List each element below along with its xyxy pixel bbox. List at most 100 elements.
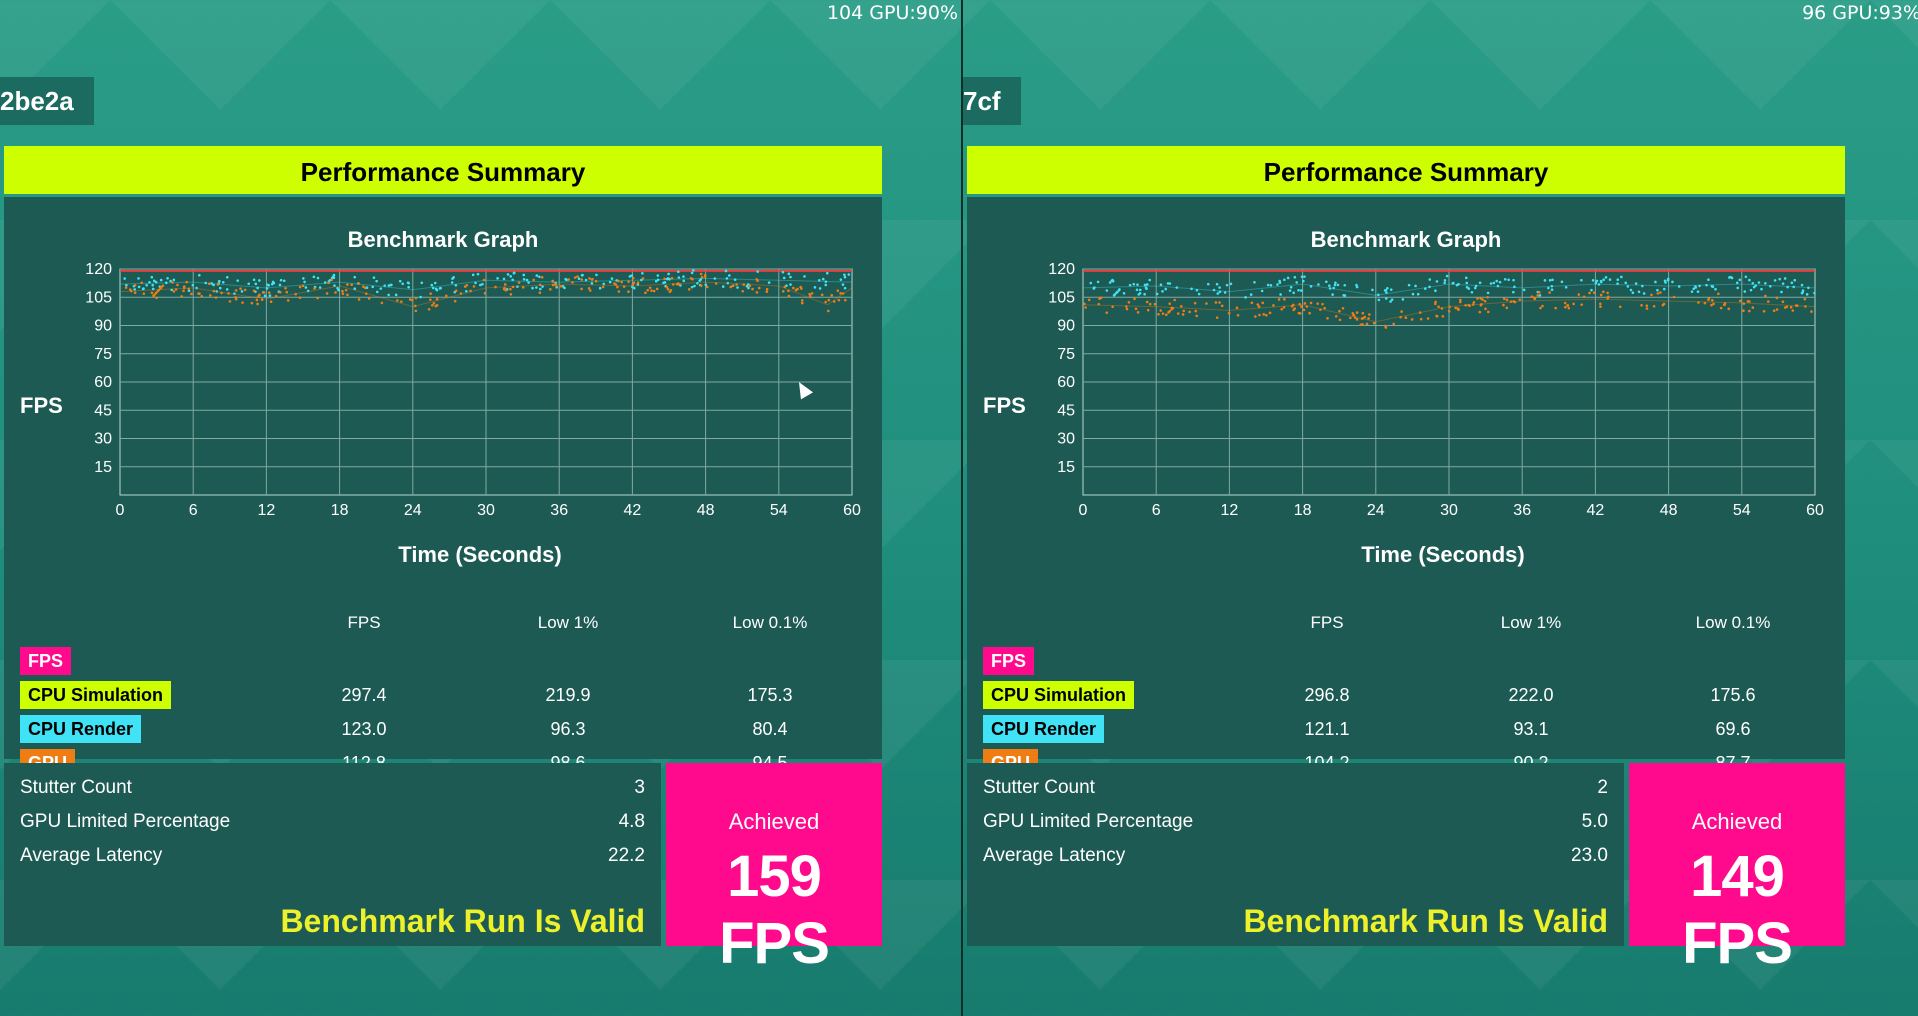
scatter-point xyxy=(1760,287,1763,291)
benchmark-graph: 0 6 12 18 24 30 36 42 48 54 60 15 30 45 60 75 90 105 120 xyxy=(1048,261,1824,517)
scatter-point xyxy=(654,279,658,283)
scatter-point xyxy=(1134,307,1138,311)
scatter-point xyxy=(1161,312,1165,315)
scatter-point xyxy=(1303,302,1307,305)
scatter-point xyxy=(1411,292,1415,296)
scatter-point xyxy=(1543,279,1547,282)
stats-value-fps: 123.0 xyxy=(341,719,387,739)
scatter-point xyxy=(160,286,163,289)
scatter-point xyxy=(1707,298,1710,301)
scatter-point xyxy=(1762,309,1766,313)
scatter-point xyxy=(808,294,812,298)
scatter-point xyxy=(429,292,432,295)
scatter-point xyxy=(1428,285,1431,289)
scatter-point xyxy=(1743,290,1747,293)
scatter-point xyxy=(652,289,656,293)
scatter-point xyxy=(608,280,612,284)
scatter-point xyxy=(1166,282,1170,285)
scatter-point xyxy=(1602,278,1605,281)
scatter-point xyxy=(689,277,693,280)
scatter-point xyxy=(1367,317,1370,320)
scatter-point xyxy=(1792,285,1795,289)
scatter-point xyxy=(564,277,567,281)
scatter-point xyxy=(584,278,588,282)
scatter-point xyxy=(313,287,316,290)
scatter-point xyxy=(1128,283,1132,287)
scatter-point xyxy=(1300,305,1303,308)
scatter-point xyxy=(808,292,811,296)
scatter-point xyxy=(1509,300,1513,303)
scatter-point xyxy=(538,275,541,279)
scatter-point xyxy=(1550,284,1554,288)
scatter-point xyxy=(357,282,361,285)
scatter-point xyxy=(1143,292,1146,296)
scatter-point xyxy=(1443,281,1446,285)
scatter-point xyxy=(783,285,787,289)
scatter-point xyxy=(602,282,606,286)
scatter-point xyxy=(207,282,211,285)
scatter-point xyxy=(476,272,480,276)
scatter-point xyxy=(482,278,486,282)
scatter-point xyxy=(336,286,339,290)
scatter-point xyxy=(601,285,605,289)
scatter-point xyxy=(827,298,831,302)
scatter-point xyxy=(1193,301,1197,305)
scatter-point xyxy=(640,278,643,282)
scatter-point xyxy=(1441,315,1445,318)
scatter-point xyxy=(1616,278,1620,282)
scatter-point xyxy=(1766,300,1770,303)
scatter-point xyxy=(1175,286,1179,289)
scatter-point xyxy=(1564,286,1568,289)
scatter-point xyxy=(767,281,771,284)
scatter-point xyxy=(233,292,236,295)
scatter-point xyxy=(830,294,834,297)
performance-summary-title: Performance Summary xyxy=(967,146,1845,194)
scatter-point xyxy=(539,287,542,291)
scatter-point xyxy=(1711,285,1714,288)
scatter-point xyxy=(1137,293,1141,296)
scatter-point xyxy=(1624,281,1628,285)
scatter-point xyxy=(663,277,666,281)
x-tick-label: 0 xyxy=(116,502,125,517)
x-tick-label: 6 xyxy=(189,502,198,517)
scatter-point xyxy=(430,303,434,307)
scatter-point xyxy=(650,289,653,292)
scatter-point xyxy=(1302,279,1305,283)
scatter-point xyxy=(1541,304,1544,308)
scatter-point xyxy=(729,285,733,289)
scatter-point xyxy=(267,291,271,294)
stutter-count-label: Stutter Count xyxy=(983,777,1095,798)
scatter-point xyxy=(595,273,598,277)
scatter-point xyxy=(532,278,536,282)
scatter-point xyxy=(1764,294,1767,298)
header-low01: Low 0.1% xyxy=(732,613,808,632)
scatter-point xyxy=(1588,291,1591,295)
scatter-point xyxy=(1168,282,1172,285)
scatter-point xyxy=(782,276,786,280)
scatter-point xyxy=(1098,297,1101,301)
scatter-point xyxy=(346,293,349,297)
scatter-point xyxy=(1214,301,1218,304)
scatter-point xyxy=(312,275,316,279)
scatter-point xyxy=(1297,311,1301,315)
scatter-point xyxy=(185,280,189,284)
scatter-point xyxy=(1401,298,1405,301)
scatter-point xyxy=(1606,291,1609,295)
scatter-point xyxy=(1554,306,1557,310)
scatter-point xyxy=(215,290,219,293)
scatter-point xyxy=(1434,302,1437,306)
scatter-point xyxy=(164,281,168,285)
scatter-point xyxy=(696,281,699,285)
scatter-point xyxy=(396,299,399,302)
scatter-point xyxy=(414,296,418,300)
x-tick-label: 18 xyxy=(331,502,349,517)
scatter-point xyxy=(787,294,791,298)
scatter-point xyxy=(1447,310,1451,313)
scatter-point xyxy=(531,286,534,290)
scatter-point xyxy=(631,283,635,286)
scatter-point xyxy=(841,292,845,295)
scatter-point xyxy=(1303,275,1306,278)
performance-summary-title: Performance Summary xyxy=(4,146,882,194)
scatter-point xyxy=(733,278,737,281)
scatter-point xyxy=(748,284,752,288)
